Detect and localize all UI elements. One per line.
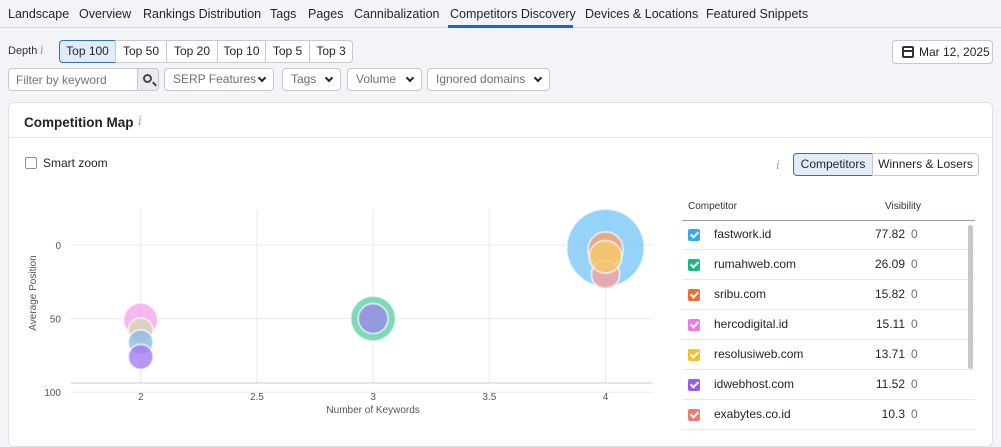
visibility-value: 13.71 — [874, 347, 905, 361]
tab-cannibalization[interactable]: Cannibalization — [354, 7, 440, 21]
depth-label: Depth — [8, 45, 38, 57]
bubble-resolusiweb.com — [588, 239, 623, 275]
tab-tags[interactable]: Tags — [270, 7, 297, 21]
competitor-name: exabytes.co.id — [714, 407, 791, 421]
visibility-change: 0 — [911, 227, 918, 241]
checkbox-checked[interactable] — [688, 289, 700, 301]
info-icon[interactable]: i — [40, 43, 44, 57]
tags-dropdown[interactable]: Tags — [282, 68, 341, 91]
competitor-name: resolusiweb.com — [714, 347, 804, 361]
competitor-name: sribu.com — [714, 287, 767, 301]
divider — [682, 220, 975, 221]
y-tick-label: 50 — [50, 315, 62, 326]
depth-top-50[interactable]: Top 50 — [115, 40, 167, 63]
date-label: Mar 12, 2025 — [919, 45, 990, 59]
calendar-icon — [902, 46, 914, 58]
x-tick-label: 4 — [603, 392, 609, 403]
card-title: Competition Map — [24, 115, 134, 130]
bubble-idwebhost.com — [357, 302, 390, 335]
depth-top-20[interactable]: Top 20 — [166, 40, 218, 63]
y-tick-label: 0 — [55, 241, 61, 252]
depth-top-10[interactable]: Top 10 — [217, 40, 266, 63]
competitor-name: idwebhost.com — [714, 377, 795, 391]
x-tick-label: 3.5 — [482, 392, 496, 403]
chevron-down-icon — [324, 73, 334, 83]
keyword-filter-input[interactable] — [8, 68, 138, 91]
chevron-down-icon — [533, 73, 543, 83]
header-visibility: Visibility — [885, 201, 921, 212]
competitor-row[interactable]: fastwork.id 77.82 0 — [682, 220, 975, 250]
tab-landscape[interactable]: Landscape — [8, 7, 70, 21]
visibility-value: 11.52 — [875, 377, 905, 391]
visibility-change: 0 — [911, 347, 918, 361]
tab-devices-locations[interactable]: Devices & Locations — [585, 7, 699, 21]
competitor-name: hercodigital.id — [714, 317, 789, 331]
depth-top-5[interactable]: Top 5 — [265, 40, 310, 63]
competitors-toggle[interactable]: Competitors — [793, 153, 873, 176]
y-axis-label: Average Position — [28, 255, 39, 330]
visibility-change: 0 — [911, 317, 918, 331]
date-picker-button[interactable]: Mar 12, 2025 — [892, 40, 993, 64]
dropdown-label: Ignored domains — [436, 72, 526, 86]
x-tick-label: 2 — [138, 392, 144, 403]
smart-zoom-checkbox[interactable] — [25, 157, 37, 169]
chevron-down-icon — [405, 73, 415, 83]
depth-top-100[interactable]: Top 100 — [59, 40, 116, 63]
active-tab-indicator — [448, 25, 573, 28]
scrollbar-thumb[interactable] — [968, 225, 973, 369]
dropdown-label: Volume — [356, 72, 397, 86]
chevron-down-icon — [257, 73, 267, 83]
competitor-row[interactable]: resolusiweb.com 13.71 0 — [682, 340, 975, 370]
competitor-name: rumahweb.com — [714, 257, 797, 271]
checkbox-checked[interactable] — [688, 379, 700, 391]
y-tick-label: 100 — [44, 388, 61, 399]
ignored-domains-dropdown[interactable]: Ignored domains — [427, 68, 550, 91]
checkbox-checked[interactable] — [688, 409, 700, 421]
tab-featured-snippets[interactable]: Featured Snippets — [706, 7, 809, 21]
competitor-row[interactable]: idwebhost.com 11.52 0 — [682, 370, 975, 400]
competitor-name: fastwork.id — [714, 227, 772, 241]
depth-top-3[interactable]: Top 3 — [309, 40, 353, 63]
tab-rankings-distribution[interactable]: Rankings Distribution — [143, 7, 262, 21]
visibility-value: 26.09 — [874, 257, 905, 271]
visibility-change: 0 — [911, 287, 918, 301]
visibility-value: 10.3 — [881, 407, 905, 421]
checkbox-checked[interactable] — [688, 349, 700, 361]
winners-losers-toggle[interactable]: Winners & Losers — [872, 153, 979, 176]
dropdown-label: Tags — [291, 72, 317, 86]
x-tick-label: 2.5 — [250, 392, 264, 403]
competitor-row[interactable]: sribu.com 15.82 0 — [682, 280, 975, 310]
search-icon — [143, 74, 152, 83]
info-icon[interactable]: i — [776, 158, 780, 172]
x-axis-label: Number of Keywords — [326, 405, 419, 416]
checkbox-checked[interactable] — [688, 229, 700, 241]
checkbox-checked[interactable] — [688, 319, 700, 331]
visibility-value: 77.82 — [874, 227, 905, 241]
visibility-change: 0 — [911, 377, 918, 391]
tab-competitors-discovery[interactable]: Competitors Discovery — [450, 7, 576, 21]
serp-features-dropdown[interactable]: SERP Features — [164, 68, 274, 91]
bubble-series-9 — [127, 343, 155, 371]
tab-overview[interactable]: Overview — [79, 7, 132, 21]
tab-pages[interactable]: Pages — [308, 7, 344, 21]
competition-map-card: Competition Map i Smart zoom i Competito… — [8, 102, 993, 447]
competitor-row[interactable]: hercodigital.id 15.11 0 — [682, 310, 975, 340]
header-competitor: Competitor — [688, 201, 737, 212]
competitor-row[interactable]: rumahweb.com 26.09 0 — [682, 250, 975, 280]
dropdown-label: SERP Features — [173, 72, 257, 86]
smart-zoom-label: Smart zoom — [43, 156, 108, 170]
checkbox-checked[interactable] — [688, 259, 700, 271]
volume-dropdown[interactable]: Volume — [347, 68, 422, 91]
competitor-row[interactable]: exabytes.co.id 10.3 0 — [682, 400, 975, 430]
visibility-change: 0 — [911, 257, 918, 271]
info-icon[interactable]: i — [138, 114, 142, 128]
visibility-value: 15.11 — [875, 317, 905, 331]
search-button[interactable] — [137, 68, 159, 91]
competition-map-chart: 2 2.5 3 3.5 4 0 50 100 Number of Keywords Average… — [28, 208, 652, 416]
visibility-change: 0 — [911, 407, 918, 421]
x-tick-label: 3 — [370, 392, 376, 403]
visibility-value: 15.82 — [874, 287, 905, 301]
top-nav: Landscape Overview Rankings Distribution… — [0, 0, 1001, 28]
divider — [9, 137, 992, 138]
